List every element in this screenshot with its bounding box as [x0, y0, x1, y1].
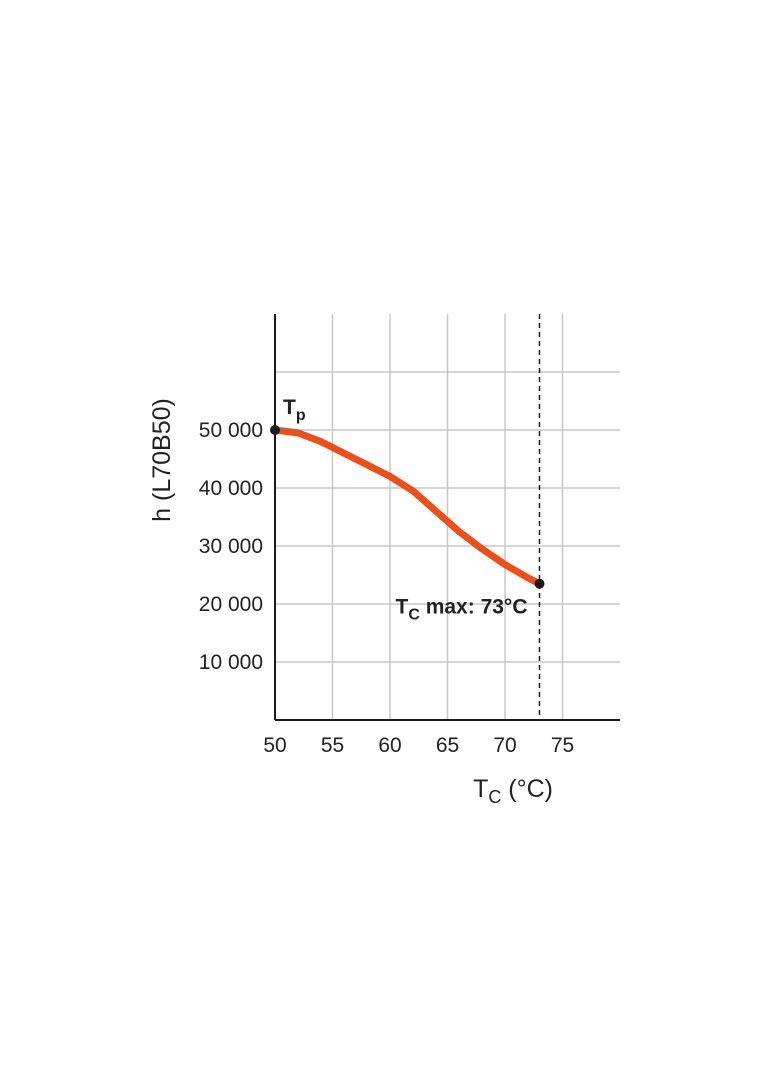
y-tick-label: 30 000 — [199, 535, 263, 558]
annotation-main: T — [283, 396, 296, 419]
x-tick-label: 75 — [551, 734, 574, 757]
x-tick-label: 50 — [263, 734, 286, 757]
annotation-subscript: C — [408, 607, 420, 624]
markers — [270, 425, 545, 589]
y-axis-title: h (L70B50) — [148, 398, 176, 522]
lifetime-curve — [271, 426, 543, 588]
axes — [274, 314, 620, 721]
series — [271, 426, 543, 588]
annotation-rest: max: 73°C — [420, 596, 528, 619]
x-axis-title-subscript: C — [488, 787, 501, 807]
x-tick-label: 55 — [321, 734, 344, 757]
tp-marker — [270, 425, 280, 435]
x-tick-label: 60 — [378, 734, 401, 757]
tc-max-label: TC max: 73°C — [395, 596, 527, 624]
tp-label: Tp — [283, 396, 306, 424]
y-tick-label: 40 000 — [199, 477, 263, 500]
grid — [275, 314, 620, 720]
x-axis-title-rest: (°C) — [501, 775, 553, 803]
annotation-main: T — [395, 596, 408, 619]
x-axis-title-main: T — [473, 775, 488, 803]
y-tick-label: 10 000 — [199, 651, 263, 674]
y-tick-label: 20 000 — [199, 593, 263, 616]
tick-labels: 50 55 60 65 70 75 10 000 20 000 30 000 40 000 50 0… — [199, 419, 574, 757]
y-tick-label: 50 000 — [199, 419, 263, 442]
x-tick-label: 65 — [436, 734, 459, 757]
annotation-subscript: p — [296, 407, 306, 424]
axis-labels: TC (°C)h (L70B50) — [148, 398, 553, 807]
tc-max-marker — [534, 578, 545, 589]
x-axis-title: TC (°C) — [473, 775, 553, 807]
x-tick-label: 70 — [493, 734, 516, 757]
